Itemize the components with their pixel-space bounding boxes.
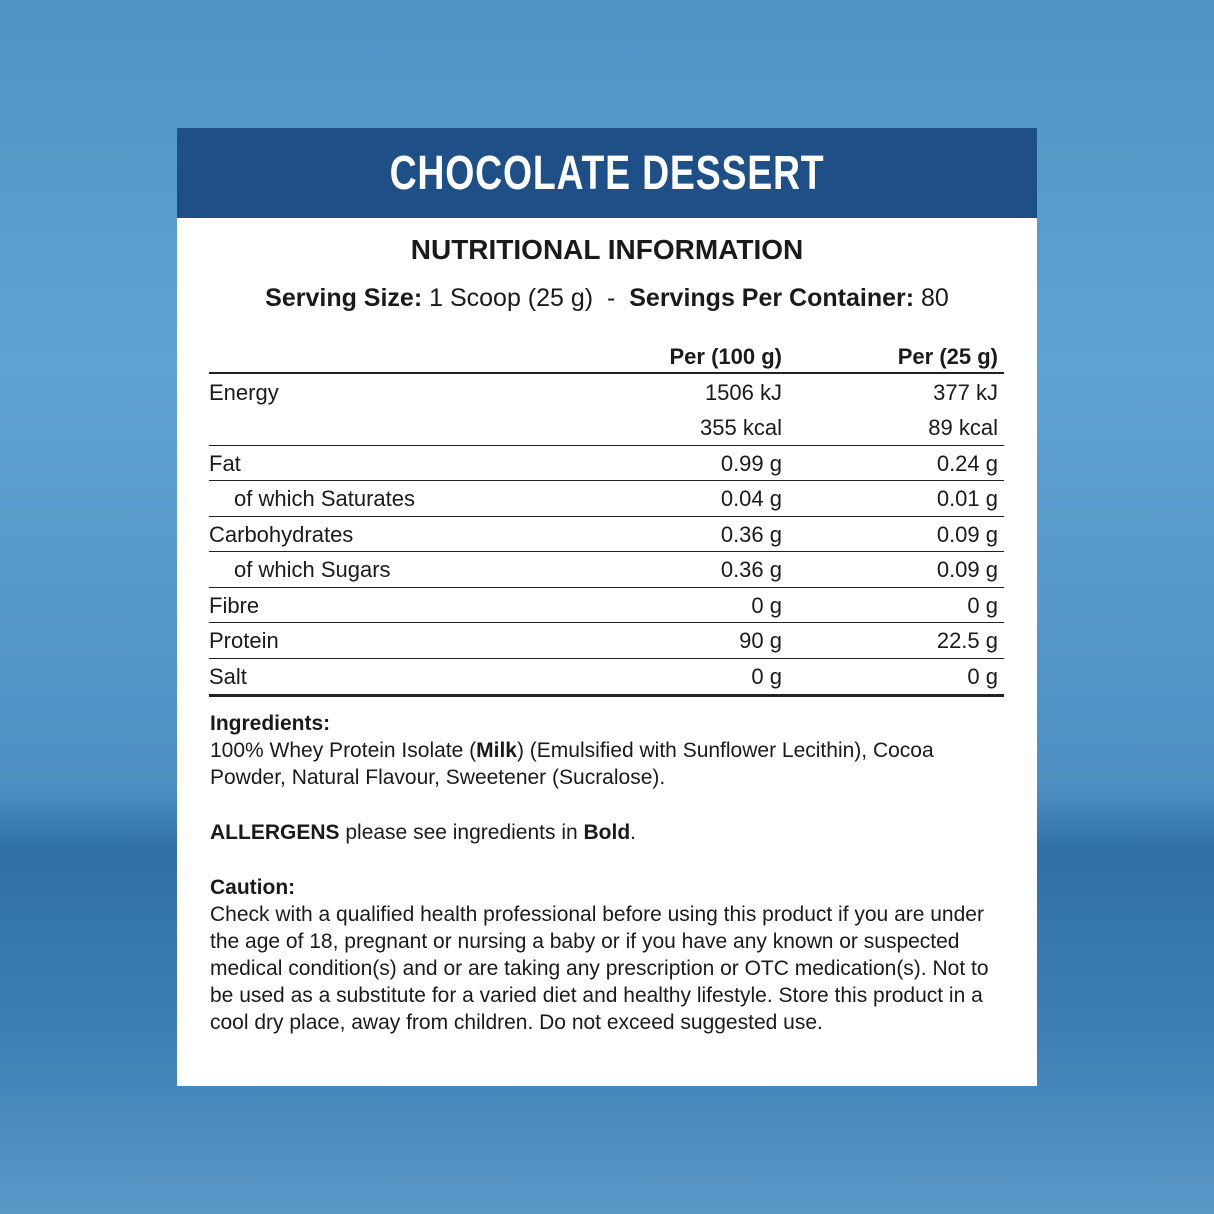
table-row: Fibre 0 g 0 g [209,587,1004,623]
rule [209,551,1004,553]
title: CHOCOLATE DESSERT [389,147,825,200]
cell-value: 0.01 g [936,486,998,511]
cell-value: 0.09 g [936,557,998,582]
cell-value: 89 kcal [928,415,998,440]
label-card: CHOCOLATE DESSERT NUTRITIONAL INFORMATIO… [177,128,1037,1086]
row-label: Carbohydrates [209,521,354,547]
cell-value: 0 g [967,592,998,618]
text: ) (Emulsified with Sunflower Lecithin), … [210,739,934,789]
cell-value: 0.36 g [720,557,782,582]
cell-value: 0.36 g [720,521,782,547]
cell-value: 0.24 g [936,450,998,476]
ingredients-text: 100% Whey Protein Isolate (Milk) (Emulsi… [210,737,1010,791]
caution: Caution: Check with a qualified health pr… [210,874,1010,1036]
text: please see ingredients in [339,821,584,844]
cell-value: 0 g [967,663,998,689]
label: Serving Size: [265,284,423,312]
nutrition-table: Per (100 g) Per (25 g) Energy 1506 kJ 377 kJ… [209,338,1004,697]
bold-text: ALLERGENS [210,821,340,844]
separator: - [607,284,616,312]
cell-value: 0.09 g [936,521,998,547]
heading: NUTRITIONAL INFORMATION [410,234,804,265]
cell-value: 355 kcal [700,415,782,440]
text: 100% Whey Protein Isolate ( [210,739,477,762]
rule [209,480,1004,482]
rule [209,657,1004,659]
text: . [630,821,637,844]
caution-text: Check with a qualified health profession… [210,903,989,1034]
cell-value: 377 kJ [933,379,998,405]
table-row: Energy 1506 kJ 377 kJ [209,374,1004,410]
cell-value: 22.5 g [936,628,998,653]
cell-value: 1506 kJ [704,379,782,405]
table-row: Carbohydrates 0.36 g 0.09 g [209,516,1004,552]
value: 80 [921,284,949,312]
row-label: Fibre [209,592,260,618]
cell-value: 0.04 g [720,486,782,511]
cell-value: 0 g [751,663,782,689]
row-label: Energy [209,379,279,405]
column-header: Per (100 g) [669,344,783,369]
label: Servings Per Container: [629,284,915,312]
caution-heading: Caution: [210,876,296,899]
cell-value: 90 g [739,628,782,653]
rule [209,694,1004,697]
rule [209,515,1004,517]
rule [209,371,1004,374]
serving-info: Serving Size: 1 Scoop (25 g) - Servings … [177,284,1037,313]
allergens: ALLERGENS please see ingredients in Bold… [210,819,1010,846]
row-label: of which Sugars [234,557,391,582]
cell-value: 0.99 g [720,450,782,476]
ingredients-heading: Ingredients: [210,712,331,735]
table-row: Fat 0.99 g 0.24 g [209,445,1004,481]
cell-value: 0 g [751,592,782,618]
row-label: Salt [209,663,247,689]
rule [209,444,1004,446]
bold-text: Milk [476,739,517,762]
table-row: of which Saturates 0.04 g 0.01 g [209,480,1004,516]
row-label: Fat [209,450,241,476]
ingredients: Ingredients: 100% Whey Protein Isolate (M… [210,710,1010,791]
rule [209,586,1004,588]
bold-text: Bold [583,821,631,844]
rule [209,622,1004,624]
table-row: of which Sugars 0.36 g 0.09 g [209,551,1004,587]
value: 1 Scoop (25 g) [429,284,594,312]
row-label: Protein [209,628,279,653]
header-row: Per (100 g) Per (25 g) [209,338,1004,374]
title-band: CHOCOLATE DESSERT [177,128,1037,218]
table-row: 355 kcal 89 kcal [209,409,1004,445]
table-row: Protein 90 g 22.5 g [209,622,1004,658]
table-row: Salt 0 g 0 g [209,658,1004,694]
row-label: of which Saturates [234,486,415,511]
column-header: Per (25 g) [897,344,998,369]
